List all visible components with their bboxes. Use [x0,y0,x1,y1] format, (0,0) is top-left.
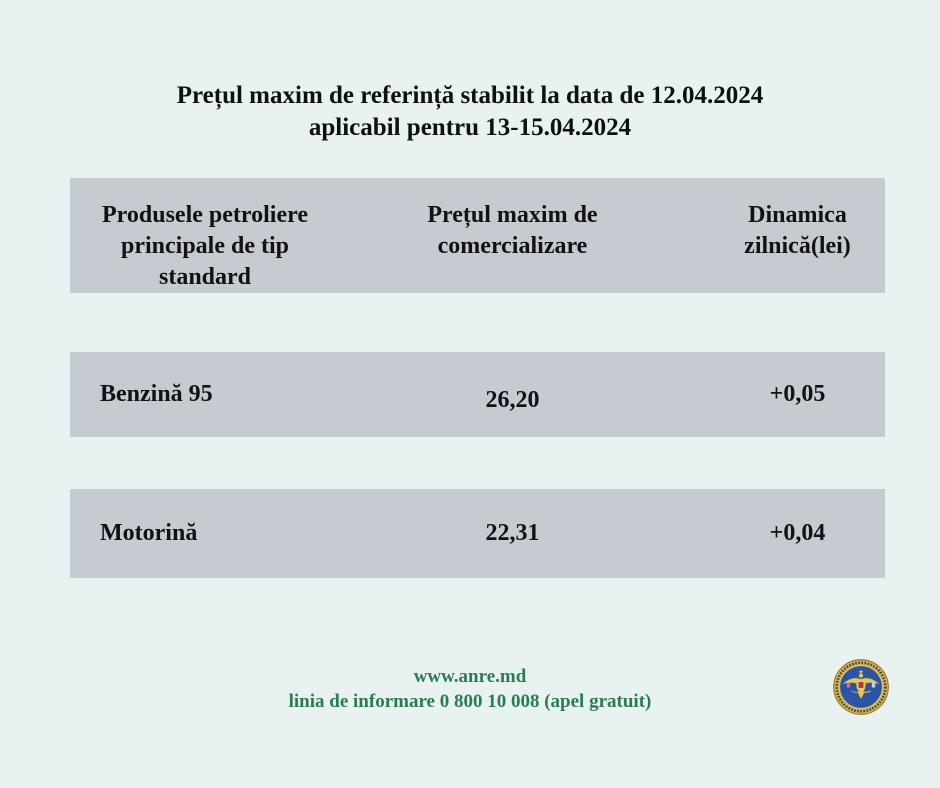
table-header-row: Produsele petroliere principale de tip s… [70,178,885,293]
product-cell: Motorină [100,520,198,546]
column-header-line: Prețul maxim de [427,202,598,228]
table-row-motorina: Motorină 22,31 +0,04 [70,489,885,578]
column-header-line: zilnică(lei) [744,233,851,259]
column-header-line: principale de tip [120,233,289,259]
price-cell: 26,20 [485,387,540,413]
column-header-line: comercializare [437,233,588,259]
price-cell: 22,31 [485,520,540,546]
title-line-1: Prețul maxim de referință stabilit la da… [176,82,764,109]
footer: www.anre.md linia de informare 0 800 10 … [0,664,940,714]
column-header-line: standard [158,264,252,290]
table-row-benzina-95: Benzină 95 26,20 +0,05 [70,352,885,437]
footer-website: www.anre.md [413,666,527,687]
column-header-line: Dinamica [748,202,847,228]
column-header-products: Produsele petroliere principale de tip s… [70,178,340,293]
title-line-2: aplicabil pentru 13-15.04.2024 [308,114,632,141]
dynamic-cell: +0,05 [769,381,826,407]
column-header-max-price: Prețul maxim de comercializare [340,178,685,293]
product-cell: Benzină 95 [100,381,213,407]
anre-moldova-seal-icon [832,658,890,716]
dynamic-cell: +0,04 [769,520,826,546]
page-title: Prețul maxim de referință stabilit la da… [0,80,940,144]
column-header-line: Produsele petroliere [102,202,308,228]
column-header-daily-dynamic: Dinamica zilnică(lei) [685,178,885,293]
footer-info-line: linia de informare 0 800 10 008 (apel gr… [288,691,652,712]
